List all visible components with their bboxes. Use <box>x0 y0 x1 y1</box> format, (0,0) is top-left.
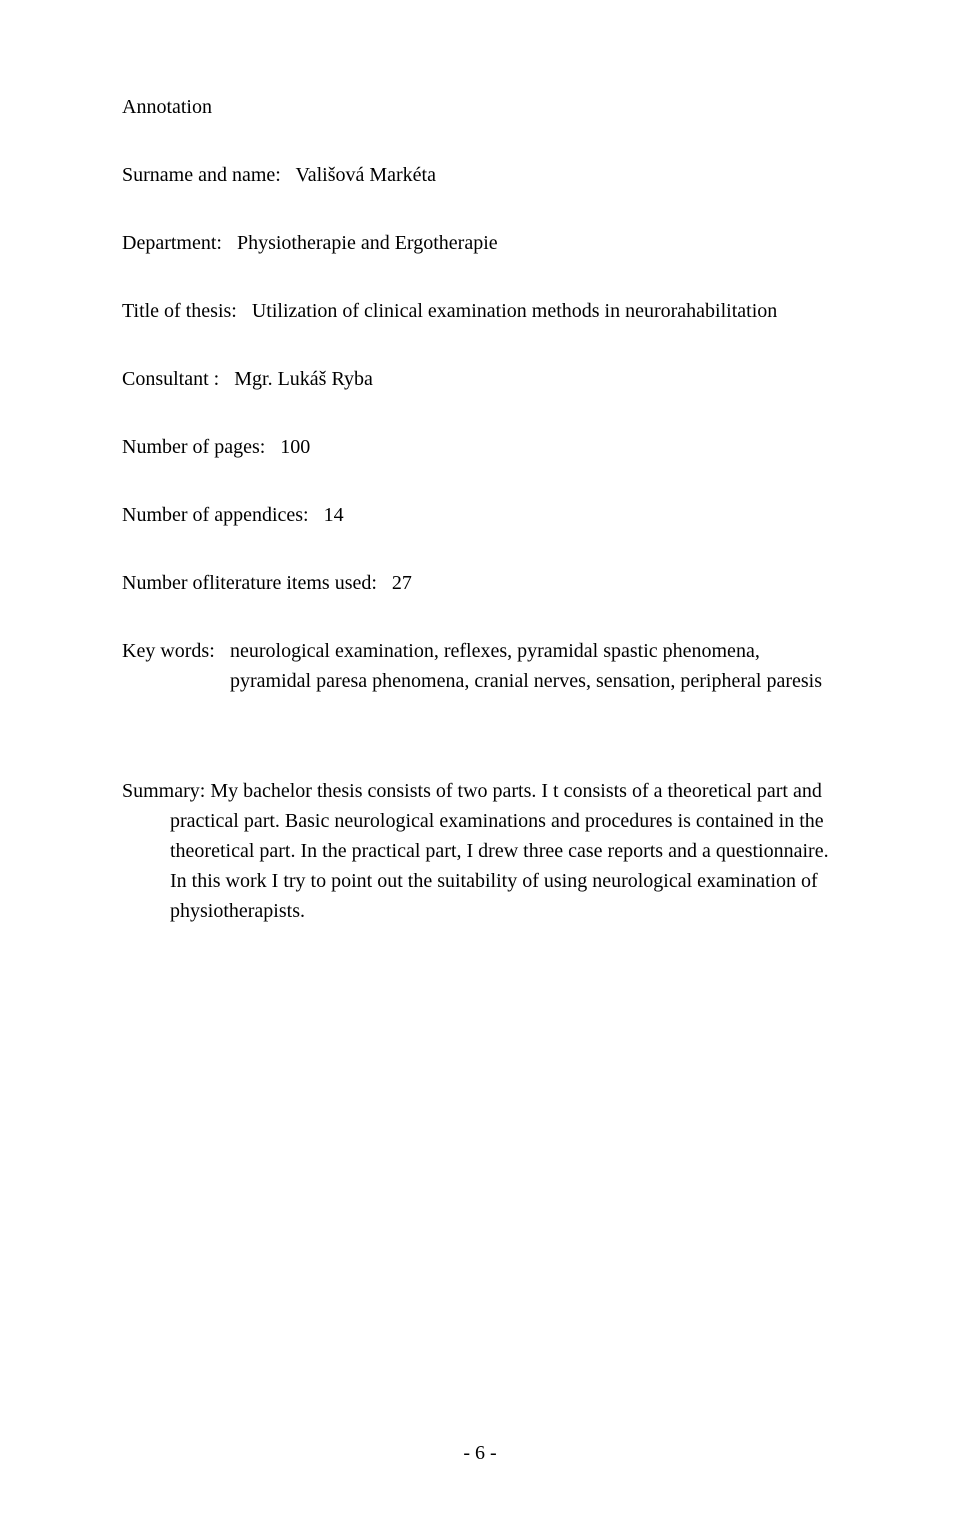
appendices-value: 14 <box>324 504 344 526</box>
page-number: - 6 - <box>0 1442 960 1465</box>
pages-line: Number of pages: 100 <box>122 432 838 462</box>
appendices-label: Number of appendices: <box>122 504 309 526</box>
literature-value: 27 <box>392 572 412 594</box>
consultant-value: Mgr. Lukáš Ryba <box>234 368 373 390</box>
appendices-line: Number of appendices: 14 <box>122 500 838 530</box>
keywords-line: Key words: neurological examination, ref… <box>122 636 838 696</box>
summary-body: practical part. Basic neurological exami… <box>170 806 838 926</box>
summary-block: Summary: My bachelor thesis consists of … <box>122 776 838 926</box>
consultant-label: Consultant : <box>122 368 219 390</box>
surname-name-label: Surname and name: <box>122 164 281 186</box>
keywords-label: Key words: <box>122 636 215 666</box>
pages-value: 100 <box>280 436 310 458</box>
page-content: Annotation Surname and name: Vališová Ma… <box>122 92 838 926</box>
summary-lead: Summary: My bachelor thesis consists of … <box>122 780 822 802</box>
surname-name-line: Surname and name: Vališová Markéta <box>122 160 838 190</box>
literature-label: Number ofliterature items used: <box>122 572 377 594</box>
thesis-title-line: Title of thesis: Utilization of clinical… <box>122 296 838 326</box>
surname-name-value: Vališová Markéta <box>295 164 436 186</box>
department-label: Department: <box>122 232 222 254</box>
annotation-heading: Annotation <box>122 92 838 122</box>
department-line: Department: Physiotherapie and Ergothera… <box>122 228 838 258</box>
pages-label: Number of pages: <box>122 436 265 458</box>
consultant-line: Consultant : Mgr. Lukáš Ryba <box>122 364 838 394</box>
keywords-value: neurological examination, reflexes, pyra… <box>230 636 838 696</box>
thesis-title-value: Utilization of clinical examination meth… <box>252 300 777 322</box>
department-value: Physiotherapie and Ergotherapie <box>237 232 498 254</box>
literature-line: Number ofliterature items used: 27 <box>122 568 838 598</box>
thesis-title-label: Title of thesis: <box>122 300 237 322</box>
